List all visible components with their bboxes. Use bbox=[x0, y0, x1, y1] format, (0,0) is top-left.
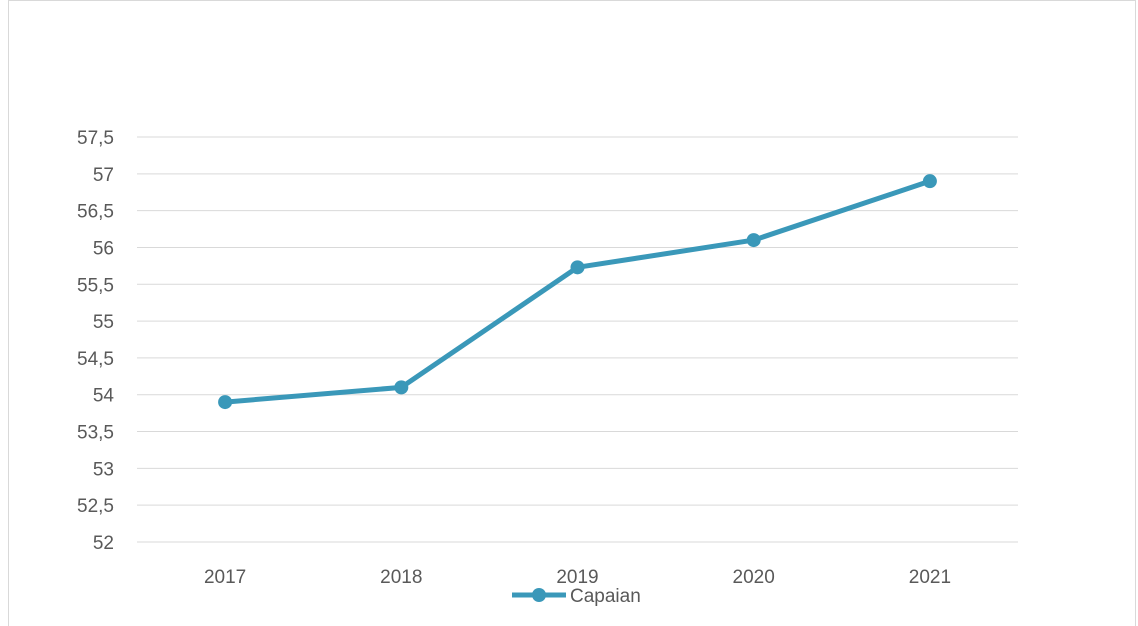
x-tick-label: 2019 bbox=[556, 567, 598, 588]
legend-point-marker bbox=[532, 588, 546, 602]
y-axis-tick-labels: 52 52,5 53 53,5 54 54,5 55 55,5 56 56,5 57 57,5 bbox=[77, 128, 114, 554]
y-tick-label: 55 bbox=[93, 312, 114, 333]
y-tick-label: 53,5 bbox=[77, 423, 114, 444]
data-point bbox=[746, 233, 761, 248]
y-tick-label: 54,5 bbox=[77, 349, 114, 370]
y-tick-label: 53 bbox=[93, 459, 114, 480]
gridlines bbox=[137, 136, 1018, 543]
data-point bbox=[570, 260, 585, 275]
y-tick-label: 54 bbox=[93, 386, 115, 407]
x-tick-label: 2018 bbox=[380, 567, 422, 588]
data-point bbox=[922, 174, 937, 189]
series-line bbox=[222, 178, 933, 405]
y-tick-label: 57 bbox=[93, 165, 114, 186]
chart-area bbox=[8, 0, 1136, 626]
y-tick-label: 57,5 bbox=[77, 128, 114, 149]
data-point bbox=[394, 380, 409, 395]
y-tick-label: 56,5 bbox=[77, 202, 114, 223]
y-tick-label: 52 bbox=[93, 533, 114, 554]
x-tick-label: 2017 bbox=[204, 567, 246, 588]
x-tick-label: 2020 bbox=[733, 567, 775, 588]
y-tick-label: 56 bbox=[93, 238, 114, 259]
data-point bbox=[218, 395, 233, 410]
y-tick-label: 52,5 bbox=[77, 496, 114, 517]
series-capaian bbox=[218, 174, 937, 410]
legend-label: Capaian bbox=[570, 586, 641, 607]
x-tick-label: 2021 bbox=[909, 567, 951, 588]
x-axis-tick-labels: 2017 2018 2019 2020 2021 bbox=[204, 567, 951, 588]
legend: Capaian bbox=[512, 586, 641, 607]
y-tick-label: 55,5 bbox=[77, 275, 114, 296]
